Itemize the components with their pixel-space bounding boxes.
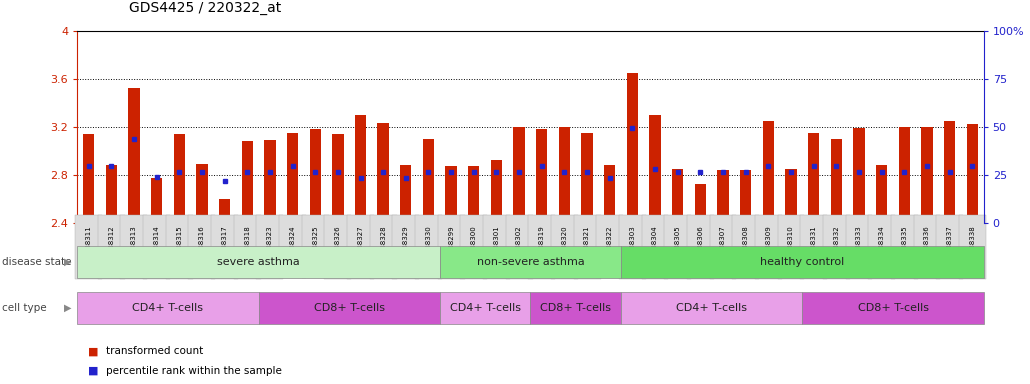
Bar: [286, 133, 298, 223]
Bar: [264, 140, 275, 223]
Text: ■: ■: [88, 346, 98, 356]
Text: CD8+ T-cells: CD8+ T-cells: [541, 303, 611, 313]
Text: GSM788325: GSM788325: [312, 225, 318, 268]
Bar: [672, 169, 684, 223]
Bar: [808, 133, 820, 223]
Bar: [898, 127, 911, 223]
Text: GSM788327: GSM788327: [357, 225, 364, 268]
Bar: [309, 129, 320, 223]
Text: GSM788313: GSM788313: [131, 225, 137, 268]
Bar: [128, 88, 139, 223]
Text: GSM788324: GSM788324: [289, 225, 296, 268]
Text: GSM788326: GSM788326: [335, 225, 341, 268]
Bar: [400, 165, 411, 223]
Bar: [717, 170, 729, 223]
Text: GSM788319: GSM788319: [539, 225, 545, 268]
Bar: [422, 139, 434, 223]
Bar: [513, 127, 524, 223]
Text: GSM788301: GSM788301: [493, 225, 500, 268]
Bar: [377, 123, 388, 223]
Text: GSM788331: GSM788331: [811, 225, 817, 268]
Text: GSM788300: GSM788300: [471, 225, 477, 268]
Text: GSM788334: GSM788334: [879, 225, 885, 268]
Text: GSM788336: GSM788336: [924, 225, 930, 268]
Bar: [921, 127, 933, 223]
Text: GSM788318: GSM788318: [244, 225, 250, 268]
Text: GSM788303: GSM788303: [629, 225, 636, 268]
Text: CD4+ T-cells: CD4+ T-cells: [133, 303, 203, 313]
Text: CD4+ T-cells: CD4+ T-cells: [677, 303, 747, 313]
Text: GSM788329: GSM788329: [403, 225, 409, 268]
Bar: [694, 184, 706, 223]
Bar: [740, 170, 751, 223]
Text: severe asthma: severe asthma: [217, 257, 300, 267]
Text: GSM788299: GSM788299: [448, 225, 454, 268]
Text: GSM788328: GSM788328: [380, 225, 386, 268]
Text: GSM788309: GSM788309: [765, 225, 771, 268]
Text: GSM788332: GSM788332: [833, 225, 839, 268]
Text: GSM788330: GSM788330: [425, 225, 432, 268]
Text: GSM788317: GSM788317: [221, 225, 228, 268]
Bar: [218, 199, 230, 223]
Bar: [853, 128, 864, 223]
Text: GSM788314: GSM788314: [153, 225, 160, 268]
Text: percentile rank within the sample: percentile rank within the sample: [106, 366, 282, 376]
Text: GSM788333: GSM788333: [856, 225, 862, 268]
Text: CD8+ T-cells: CD8+ T-cells: [858, 303, 928, 313]
Bar: [876, 165, 887, 223]
Bar: [173, 134, 185, 223]
Bar: [105, 165, 116, 223]
Text: GSM788320: GSM788320: [561, 225, 568, 268]
Text: GSM788310: GSM788310: [788, 225, 794, 268]
Text: ▶: ▶: [64, 257, 71, 267]
Text: GSM788323: GSM788323: [267, 225, 273, 268]
Text: GSM788312: GSM788312: [108, 225, 114, 268]
Text: CD8+ T-cells: CD8+ T-cells: [314, 303, 384, 313]
Text: non-severe asthma: non-severe asthma: [477, 257, 584, 267]
Text: GSM788311: GSM788311: [85, 225, 92, 268]
Bar: [445, 166, 456, 223]
Text: GSM788321: GSM788321: [584, 225, 590, 268]
Text: GSM788322: GSM788322: [607, 225, 613, 268]
Text: GSM788335: GSM788335: [901, 225, 907, 268]
Text: CD4+ T-cells: CD4+ T-cells: [450, 303, 520, 313]
Text: healthy control: healthy control: [760, 257, 845, 267]
Bar: [626, 73, 639, 223]
Text: GSM788307: GSM788307: [720, 225, 726, 268]
Text: ▶: ▶: [64, 303, 71, 313]
Text: GSM788304: GSM788304: [652, 225, 658, 268]
Bar: [468, 166, 479, 223]
Text: GSM788337: GSM788337: [947, 225, 953, 268]
Text: GSM788315: GSM788315: [176, 225, 182, 268]
Text: GSM788316: GSM788316: [199, 225, 205, 268]
Text: GSM788338: GSM788338: [969, 225, 975, 268]
Bar: [332, 134, 343, 223]
Text: GSM788308: GSM788308: [743, 225, 749, 268]
Text: cell type: cell type: [2, 303, 46, 313]
Text: GSM788305: GSM788305: [675, 225, 681, 268]
Bar: [150, 178, 162, 223]
Bar: [604, 165, 615, 223]
Bar: [354, 115, 366, 223]
Bar: [762, 121, 775, 223]
Bar: [966, 124, 977, 223]
Text: GDS4425 / 220322_at: GDS4425 / 220322_at: [129, 2, 281, 15]
Text: ■: ■: [88, 366, 98, 376]
Bar: [558, 127, 571, 223]
Bar: [943, 121, 955, 223]
Bar: [830, 139, 842, 223]
Bar: [490, 161, 502, 223]
Bar: [196, 164, 207, 223]
Bar: [785, 169, 796, 223]
Bar: [241, 141, 252, 223]
Text: GSM788302: GSM788302: [516, 225, 522, 268]
Bar: [82, 134, 94, 223]
Bar: [536, 129, 547, 223]
Text: transformed count: transformed count: [106, 346, 203, 356]
Text: disease state: disease state: [2, 257, 71, 267]
Text: GSM788306: GSM788306: [697, 225, 703, 268]
Bar: [649, 115, 661, 223]
Bar: [581, 133, 593, 223]
